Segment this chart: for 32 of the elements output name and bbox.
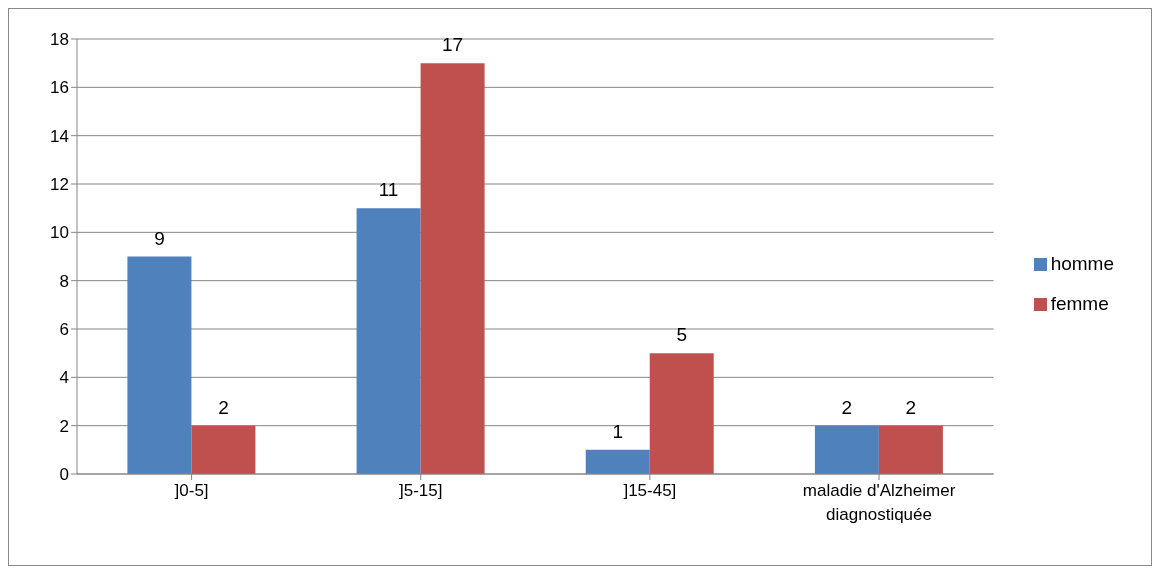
bar [585,449,650,474]
bar [356,208,421,474]
legend-label: femme [1050,293,1109,314]
data-label: 17 [442,34,464,56]
y-tick-label: 12 [50,175,69,195]
y-tick-label: 18 [50,30,69,50]
y-tick-label: 14 [50,126,69,146]
data-label: 1 [612,420,624,442]
bar [420,63,485,474]
y-tick-label: 8 [59,271,69,291]
y-tick-label: 6 [59,320,69,340]
data-label: 11 [378,179,399,201]
y-tick-label: 0 [59,465,69,485]
bar [191,425,256,474]
legend-label: homme [1050,253,1114,274]
bar [127,256,192,474]
data-label: 2 [841,396,853,418]
data-label: 2 [218,396,229,418]
x-tick-label: ]15-45] [623,481,677,500]
bar [649,353,714,474]
x-tick-label: ]5-15] [399,481,443,500]
bar [814,425,879,474]
y-tick-label: 10 [50,223,69,243]
bar [878,425,943,474]
y-tick-label: 16 [50,78,69,98]
y-tick-label: 4 [59,368,69,388]
data-label: 9 [154,227,165,249]
y-tick-label: 2 [59,416,69,436]
data-label: 5 [676,324,688,346]
x-tick-label: ]0-5] [174,481,209,500]
x-tick-label: maladie d'Alzheimer diagnostiquée [802,481,956,524]
data-label: 2 [905,396,917,418]
